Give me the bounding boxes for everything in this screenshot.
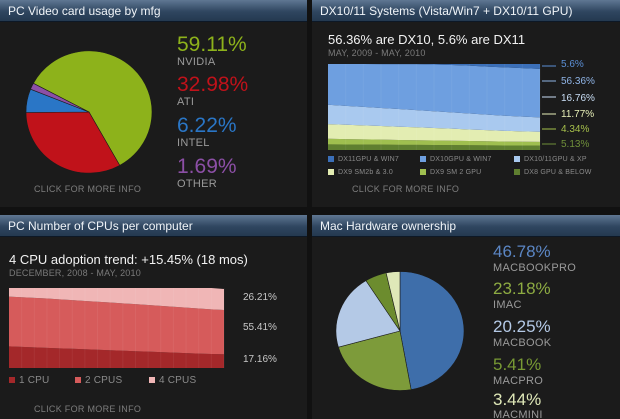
macpro-label: MACPRO xyxy=(493,375,544,387)
legend-label: DX9 SM 2 GPU xyxy=(430,169,482,176)
legend-item-dx9-sm2: DX9 SM 2 GPU xyxy=(420,169,481,176)
legend-item-dx9-sm2b: DX9 SM2b & 3.0 xyxy=(328,169,393,176)
ati-label: ATI xyxy=(177,96,195,108)
macbookpro-label: MACBOOKPRO xyxy=(493,262,577,274)
cpu-area-chart[interactable] xyxy=(0,215,307,419)
dx-area-chart[interactable] xyxy=(312,0,620,207)
macbookpro-percent: 46.78% xyxy=(493,242,551,261)
imac-percent: 23.18% xyxy=(493,279,551,298)
cpu-series-1-cpu[interactable] xyxy=(9,346,224,368)
dx-value-label: 11.77% xyxy=(561,109,595,120)
other-percent: 1.69% xyxy=(177,155,237,178)
imac-label: IMAC xyxy=(493,299,522,311)
legend-item-dx8: DX8 GPU & BELOW xyxy=(514,169,592,176)
legend-swatch xyxy=(420,156,426,163)
dx-series-dx10-11gpu-xp[interactable] xyxy=(328,104,540,132)
nvidia-percent: 59.11% xyxy=(177,33,247,56)
dx-value-label: 56.36% xyxy=(561,76,595,87)
pie-slice-macmini[interactable] xyxy=(385,271,401,332)
dx-series-dx8-gpu-below[interactable] xyxy=(328,144,540,150)
legend-item-dx11-win7: DX11GPU & WIN7 xyxy=(328,156,399,163)
click-more-info-link[interactable]: CLICK FOR MORE INFO xyxy=(352,184,460,194)
pie-slice-macbook[interactable] xyxy=(335,280,401,348)
macpro-percent: 5.41% xyxy=(493,355,542,374)
cpu-value-label-1cpu: 17.16% xyxy=(243,354,277,365)
macbook-percent: 20.25% xyxy=(493,317,551,336)
dx-subtitle: 56.36% are DX10, 5.6% are DX11 xyxy=(328,32,526,47)
dx-value-label: 5.13% xyxy=(561,139,590,150)
legend-label: DX10/11GPU & XP xyxy=(524,156,587,163)
pie-slice-nvidia[interactable] xyxy=(32,50,153,166)
cpu-series-4-cpus[interactable] xyxy=(9,288,224,310)
dx-value-label: 16.76% xyxy=(561,93,595,104)
other-label: OTHER xyxy=(177,178,217,190)
dx-series-dx11gpu-win7[interactable] xyxy=(328,64,540,69)
dx-series-dx9-sm-2-gpu[interactable] xyxy=(328,138,540,146)
legend-label: DX10GPU & WIN7 xyxy=(430,156,492,163)
cpu-value-label-2cpus: 55.41% xyxy=(243,322,277,333)
macmini-percent: 3.44% xyxy=(493,390,542,409)
pie-slice-macbookpro[interactable] xyxy=(399,271,465,390)
cpu-count-panel: PC Number of CPUs per computer 4 CPU ado… xyxy=(0,215,307,419)
gpu-pie-chart[interactable] xyxy=(0,0,307,207)
dx-date-range: MAY, 2009 - MAY, 2010 xyxy=(328,48,426,58)
legend-item-dx10-win7: DX10GPU & WIN7 xyxy=(420,156,492,163)
dx-series-dx9-sm2b-3-0[interactable] xyxy=(328,124,540,142)
legend-swatch xyxy=(149,377,155,384)
macmini-label: MACMINI xyxy=(493,409,543,419)
pie-slice-other[interactable] xyxy=(30,82,90,113)
pie-slice-ati[interactable] xyxy=(25,111,121,174)
cpu-value-label-4cpus: 26.21% xyxy=(243,292,277,303)
dx-value-label: 4.34% xyxy=(561,124,590,135)
dx-value-label: 5.6% xyxy=(561,59,584,70)
legend-item-1cpu: 1 CPU xyxy=(9,375,49,386)
dx-series-dx10gpu-win7[interactable] xyxy=(328,64,540,118)
nvidia-label: NVIDIA xyxy=(177,56,216,68)
intel-label: INTEL xyxy=(177,137,210,149)
legend-label: DX9 SM2b & 3.0 xyxy=(338,169,393,176)
legend-item-dx10-xp: DX10/11GPU & XP xyxy=(514,156,587,163)
intel-percent: 6.22% xyxy=(177,114,237,137)
panel-title: PC Number of CPUs per computer xyxy=(0,215,307,237)
legend-swatch xyxy=(328,169,334,176)
cpu-date-range: DECEMBER, 2008 - MAY, 2010 xyxy=(9,268,141,278)
legend-item-4cpus: 4 CPUS xyxy=(149,375,196,386)
legend-swatch xyxy=(514,169,520,176)
dx-systems-panel: DX10/11 Systems (Vista/Win7 + DX10/11 GP… xyxy=(312,0,620,207)
legend-label: 4 CPUS xyxy=(159,375,197,386)
gpu-usage-panel: PC Video card usage by mfg 59.11% NVIDIA… xyxy=(0,0,307,207)
click-more-info-link[interactable]: CLICK FOR MORE INFO xyxy=(34,404,142,414)
legend-swatch xyxy=(328,156,334,163)
legend-label: DX8 GPU & BELOW xyxy=(524,169,592,176)
panel-title: DX10/11 Systems (Vista/Win7 + DX10/11 GP… xyxy=(312,0,620,22)
click-more-info-link[interactable]: CLICK FOR MORE INFO xyxy=(34,184,142,194)
legend-swatch xyxy=(514,156,520,163)
panel-title: Mac Hardware ownership xyxy=(312,215,620,237)
legend-item-2cpus: 2 CPUS xyxy=(75,375,122,386)
pie-slice-imac[interactable] xyxy=(338,330,412,391)
cpu-series-2-cpus[interactable] xyxy=(9,296,224,355)
legend-label: 2 CPUS xyxy=(85,375,123,386)
cpu-subtitle: 4 CPU adoption trend: +15.45% (18 mos) xyxy=(9,252,248,267)
legend-swatch xyxy=(420,169,426,176)
mac-pie-chart[interactable] xyxy=(312,215,620,419)
ati-percent: 32.98% xyxy=(177,73,249,96)
legend-label: 1 CPU xyxy=(19,375,50,386)
mac-hardware-panel: Mac Hardware ownership 46.78% MACBOOKPRO… xyxy=(312,215,620,419)
legend-label: DX11GPU & WIN7 xyxy=(338,156,400,163)
panel-title: PC Video card usage by mfg xyxy=(0,0,307,22)
macbook-label: MACBOOK xyxy=(493,337,552,349)
legend-swatch xyxy=(75,377,81,384)
legend-swatch xyxy=(9,377,15,384)
